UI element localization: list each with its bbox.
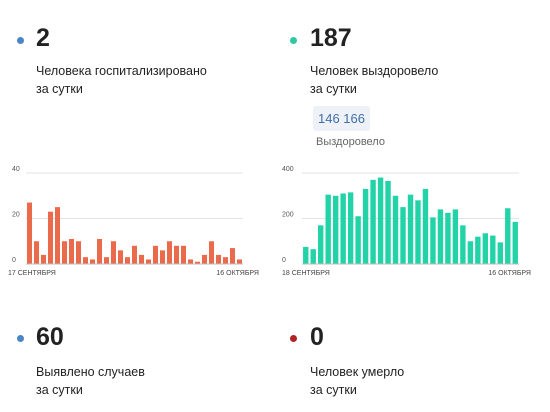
hospitalized-bar bbox=[110, 241, 117, 264]
hospitalized-bar bbox=[33, 241, 40, 264]
cropped-header bbox=[0, 0, 550, 6]
hospitalized-y-tick-label: 40 bbox=[12, 166, 20, 173]
hospitalized-bar bbox=[103, 257, 110, 264]
recovered-bar bbox=[310, 249, 316, 264]
recovered-y-tick-label: 0 bbox=[282, 257, 286, 264]
recovered-bar bbox=[482, 233, 489, 264]
hospitalized-bar bbox=[40, 254, 47, 264]
recovered-bar bbox=[445, 212, 451, 264]
recovered-bar bbox=[325, 194, 331, 264]
recovered-bar bbox=[490, 235, 496, 264]
recovered-bar-chart: 0 200 400 18 СЕНТЯБРЯ 16 ОКТЯБРЯ bbox=[282, 166, 531, 277]
recovered-bar bbox=[392, 195, 399, 264]
recovered-number: 187 bbox=[310, 24, 352, 52]
recovered-y-tick-label: 400 bbox=[282, 166, 294, 173]
recovered-bar bbox=[362, 188, 369, 264]
recovered-bar bbox=[467, 241, 474, 264]
recovered-bar bbox=[505, 208, 511, 264]
hospitalized-x-end-label: 16 ОКТЯБРЯ bbox=[216, 270, 259, 277]
hospitalized-y-tick-label: 20 bbox=[12, 212, 20, 219]
hospitalized-bar bbox=[180, 245, 187, 264]
cases-period: за сутки bbox=[36, 383, 83, 397]
deaths-number: 0 bbox=[310, 323, 324, 351]
hospitalized-bar bbox=[47, 211, 54, 264]
hospitalized-bar bbox=[89, 259, 96, 264]
hospitalized-x-start-label: 17 СЕНТЯБРЯ bbox=[8, 270, 56, 277]
hospitalized-y-tick-label: 0 bbox=[12, 257, 16, 264]
recovered-label: Человек выздоровело bbox=[310, 64, 439, 78]
hospitalized-bar bbox=[208, 241, 215, 264]
hospitalized-bar bbox=[68, 238, 75, 264]
recovered-bar bbox=[497, 242, 503, 264]
recovered-period: за сутки bbox=[310, 82, 357, 96]
hospitalized-bar bbox=[82, 257, 89, 264]
hospitalized-bar bbox=[145, 259, 152, 264]
hospitalized-bar bbox=[215, 254, 222, 264]
status-dot-icon bbox=[17, 335, 24, 342]
hospitalized-bar-chart: 0 20 40 17 СЕНТЯБРЯ 16 ОКТЯБРЯ bbox=[8, 166, 259, 277]
recovered-x-start-label: 18 СЕНТЯБРЯ bbox=[282, 270, 330, 277]
hospitalized-bar bbox=[61, 241, 68, 264]
cases-number: 60 bbox=[36, 323, 64, 351]
recovered-bar bbox=[475, 236, 481, 264]
hospitalized-bar bbox=[222, 257, 229, 264]
recovered-bar bbox=[340, 193, 346, 264]
recovered-bar bbox=[415, 200, 421, 264]
hospitalized-label: Человека госпитализировано bbox=[36, 64, 207, 78]
recovered-bar bbox=[318, 225, 324, 264]
recovered-total-label: Выздоровело bbox=[316, 136, 385, 148]
hospitalized-bar bbox=[124, 257, 131, 264]
recovered-total-badge: 146 166 bbox=[313, 106, 370, 131]
hospitalized-bar bbox=[138, 254, 145, 264]
recovered-y-tick-label: 200 bbox=[282, 212, 294, 219]
status-dot-icon bbox=[290, 335, 297, 342]
hospitalized-bar bbox=[152, 245, 159, 264]
recovered-x-end-label: 16 ОКТЯБРЯ bbox=[488, 270, 531, 277]
hospitalized-bar bbox=[96, 238, 103, 264]
hospitalized-bar bbox=[117, 250, 124, 264]
hospitalized-bar bbox=[236, 259, 243, 264]
hospitalized-bar bbox=[194, 261, 201, 264]
recovered-bar bbox=[355, 216, 361, 264]
recovered-bar bbox=[347, 192, 354, 264]
recovered-bar bbox=[400, 207, 406, 264]
status-dot-icon bbox=[17, 37, 24, 44]
hospitalized-bar bbox=[229, 248, 236, 264]
recovered-bar bbox=[303, 246, 309, 264]
hospitalized-bar bbox=[173, 245, 180, 264]
hospitalized-period: за сутки bbox=[36, 82, 83, 96]
deaths-period: за сутки bbox=[310, 383, 357, 397]
deaths-label: Человек умерло bbox=[310, 365, 405, 379]
hospitalized-bar bbox=[166, 241, 173, 264]
recovered-bar bbox=[407, 194, 414, 264]
hospitalized-bar bbox=[26, 202, 33, 264]
hospitalized-bar bbox=[201, 254, 208, 264]
recovered-bar bbox=[385, 180, 391, 264]
hospitalized-bar bbox=[131, 245, 138, 264]
hospitalized-bar bbox=[54, 207, 61, 264]
hospitalized-number: 2 bbox=[36, 24, 50, 52]
hospitalized-bar bbox=[75, 241, 82, 264]
recovered-bar bbox=[460, 225, 466, 264]
status-dot-icon bbox=[290, 37, 297, 44]
recovered-bar bbox=[332, 195, 339, 264]
hospitalized-bar bbox=[187, 259, 194, 264]
recovered-bar bbox=[422, 188, 429, 264]
hospitalized-bar bbox=[159, 250, 166, 264]
recovered-bar bbox=[370, 179, 376, 264]
recovered-bar bbox=[512, 221, 518, 264]
cases-label: Выявлено случаев bbox=[36, 365, 145, 379]
recovered-bar bbox=[377, 177, 384, 264]
recovered-bar bbox=[430, 217, 436, 264]
recovered-bar bbox=[452, 209, 459, 264]
recovered-bar bbox=[437, 209, 444, 264]
